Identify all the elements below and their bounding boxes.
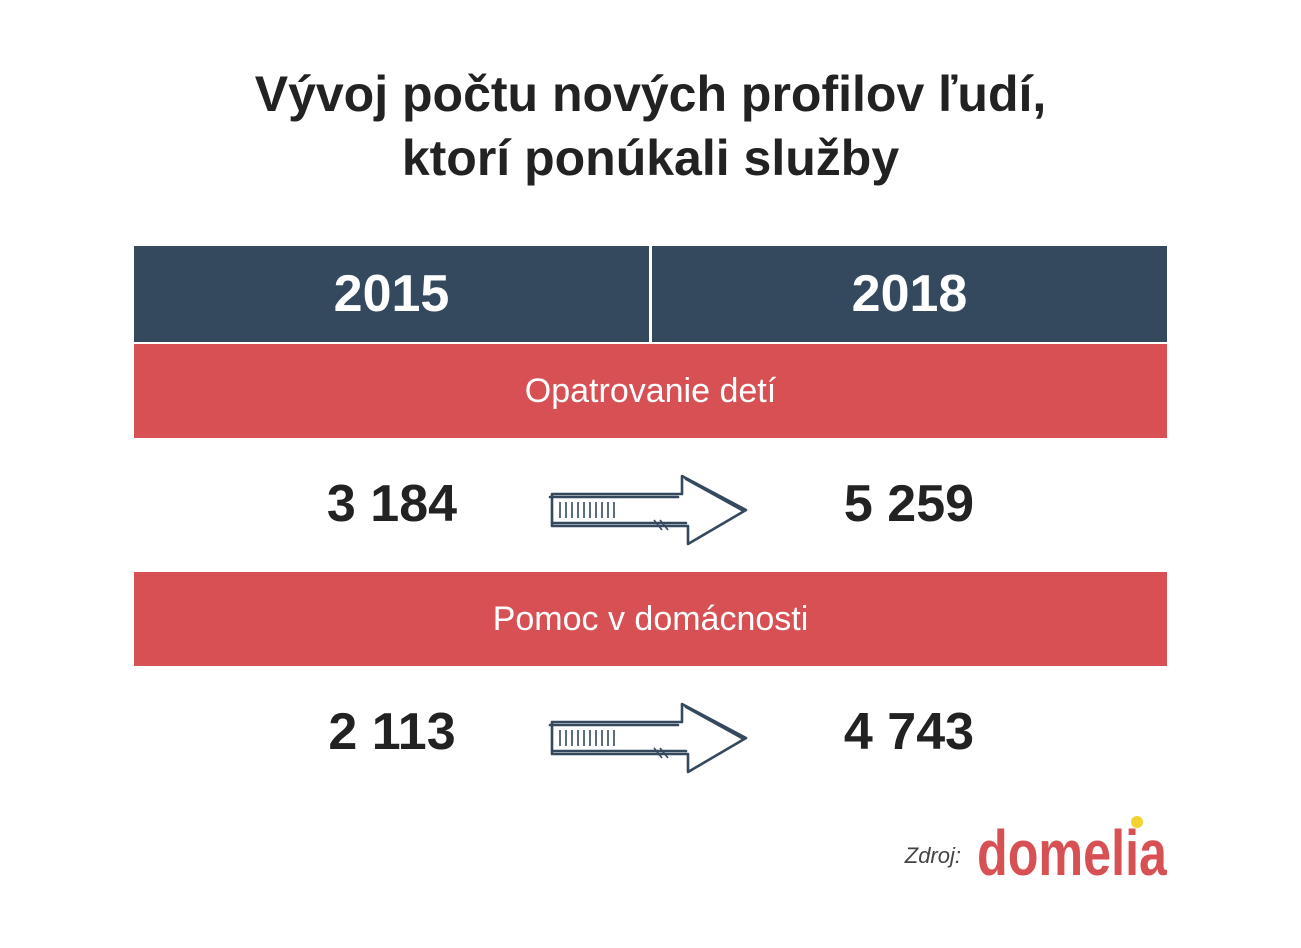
comparison-table: 2015 2018 Opatrovanie detí 3 184 xyxy=(134,246,1167,798)
title-line-2: ktorí ponúkali služby xyxy=(401,130,900,186)
logo-text: domelia xyxy=(977,817,1167,881)
domelia-logo: domelia xyxy=(977,816,1167,881)
header-divider xyxy=(649,246,652,342)
source-attribution: Zdroj: domelia xyxy=(905,815,1167,881)
source-label: Zdroj: xyxy=(904,843,961,868)
value-childcare-2015: 3 184 xyxy=(326,475,458,533)
value-housekeeping-2015: 2 113 xyxy=(328,703,456,761)
category-row-childcare: Opatrovanie detí xyxy=(134,344,1167,438)
value-row-childcare: 3 184 5 259 xyxy=(134,438,1167,570)
table-header-row: 2015 2018 xyxy=(134,246,1167,342)
sketch-arrow-right-icon xyxy=(548,474,748,546)
title-line-1: Vývoj počtu nových profilov ľudí, xyxy=(254,66,1047,122)
value-childcare-2018: 5 259 xyxy=(843,475,975,533)
logo-dot xyxy=(1131,816,1143,828)
value-row-housekeeping: 2 113 4 743 xyxy=(134,666,1167,798)
page-title: Vývoj počtu nových profilov ľudí, ktorí … xyxy=(0,62,1301,190)
category-label-housekeeping: Pomoc v domácnosti xyxy=(492,599,809,638)
sketch-arrow-right-icon xyxy=(548,702,748,774)
category-label-childcare: Opatrovanie detí xyxy=(524,371,777,410)
header-year-2015: 2015 xyxy=(333,265,450,323)
value-housekeeping-2018: 4 743 xyxy=(843,703,975,761)
category-row-housekeeping: Pomoc v domácnosti xyxy=(134,572,1167,666)
header-year-2018: 2018 xyxy=(851,265,968,323)
